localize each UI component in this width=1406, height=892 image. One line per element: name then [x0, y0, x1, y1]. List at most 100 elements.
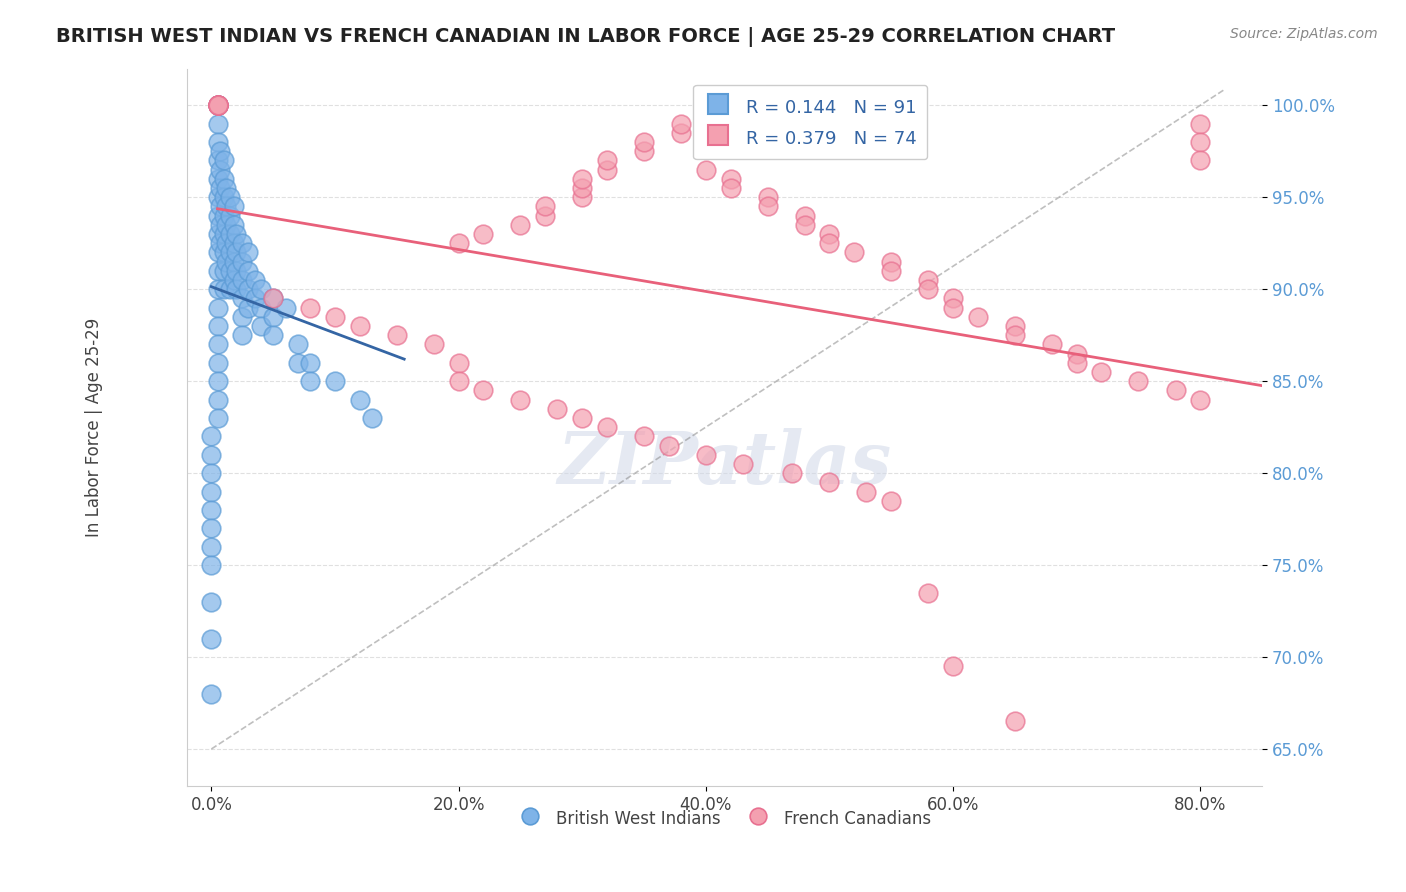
Point [207, 245, 229, 260]
Point [1189, 392, 1212, 407]
Point [596, 153, 619, 168]
Point [942, 301, 965, 315]
Point [207, 301, 229, 315]
Point [447, 236, 470, 251]
Point [299, 356, 322, 370]
Point [212, 190, 235, 204]
Point [571, 181, 593, 195]
Text: BRITISH WEST INDIAN VS FRENCH CANADIAN IN LABOR FORCE | AGE 25-29 CORRELATION CH: BRITISH WEST INDIAN VS FRENCH CANADIAN I… [56, 27, 1115, 46]
Point [249, 318, 271, 333]
Point [1004, 318, 1026, 333]
Point [207, 98, 229, 112]
Point [215, 218, 238, 232]
Point [200, 448, 222, 462]
Point [200, 558, 222, 573]
Point [1066, 346, 1088, 360]
Point [695, 448, 717, 462]
Point [222, 218, 245, 232]
Point [793, 218, 815, 232]
Point [200, 540, 222, 554]
Point [571, 190, 593, 204]
Point [207, 98, 229, 112]
Point [207, 356, 229, 370]
Point [942, 292, 965, 306]
Point [669, 117, 692, 131]
Point [207, 411, 229, 425]
Point [1004, 714, 1026, 729]
Point [207, 209, 229, 223]
Point [818, 227, 841, 241]
Point [720, 172, 742, 186]
Point [207, 374, 229, 388]
Point [207, 98, 229, 112]
Point [219, 227, 242, 241]
Point [349, 318, 371, 333]
Point [262, 292, 284, 306]
Point [208, 162, 231, 177]
Point [207, 172, 229, 186]
Point [208, 181, 231, 195]
Point [231, 273, 253, 287]
Point [249, 301, 271, 315]
Point [212, 227, 235, 241]
Point [1066, 356, 1088, 370]
Point [212, 209, 235, 223]
Point [262, 310, 284, 324]
Point [534, 199, 557, 213]
Point [200, 503, 222, 517]
Point [225, 227, 247, 241]
Point [207, 98, 229, 112]
Point [546, 401, 568, 416]
Point [215, 181, 238, 195]
Point [243, 292, 266, 306]
Point [818, 236, 841, 251]
Point [207, 190, 229, 204]
Point [208, 218, 231, 232]
Text: ZIPatlas: ZIPatlas [557, 427, 891, 499]
Point [1164, 384, 1187, 398]
Point [208, 199, 231, 213]
Point [917, 282, 939, 296]
Point [299, 374, 322, 388]
Point [818, 475, 841, 490]
Point [349, 392, 371, 407]
Point [633, 135, 655, 149]
Point [219, 282, 242, 296]
Point [207, 98, 229, 112]
Point [287, 356, 309, 370]
Legend: British West Indians, French Canadians: British West Indians, French Canadians [510, 801, 938, 835]
Point [447, 374, 470, 388]
Point [596, 420, 619, 434]
Point [208, 236, 231, 251]
Point [880, 264, 903, 278]
Point [658, 438, 681, 452]
Point [207, 98, 229, 112]
Point [361, 411, 384, 425]
Point [212, 153, 235, 168]
Point [756, 199, 779, 213]
Point [219, 209, 242, 223]
Text: Source: ZipAtlas.com: Source: ZipAtlas.com [1230, 27, 1378, 41]
Point [207, 227, 229, 241]
Point [423, 337, 446, 351]
Point [222, 199, 245, 213]
Point [249, 282, 271, 296]
Point [231, 236, 253, 251]
Point [385, 328, 408, 343]
Point [1189, 117, 1212, 131]
Point [200, 466, 222, 480]
Point [633, 429, 655, 443]
Point [222, 236, 245, 251]
Point [207, 98, 229, 112]
Point [880, 254, 903, 268]
Point [212, 245, 235, 260]
Point [917, 273, 939, 287]
Point [842, 245, 865, 260]
Point [534, 209, 557, 223]
Point [917, 585, 939, 599]
Point [200, 595, 222, 609]
Point [669, 126, 692, 140]
Point [225, 245, 247, 260]
Point [225, 264, 247, 278]
Point [855, 484, 877, 499]
